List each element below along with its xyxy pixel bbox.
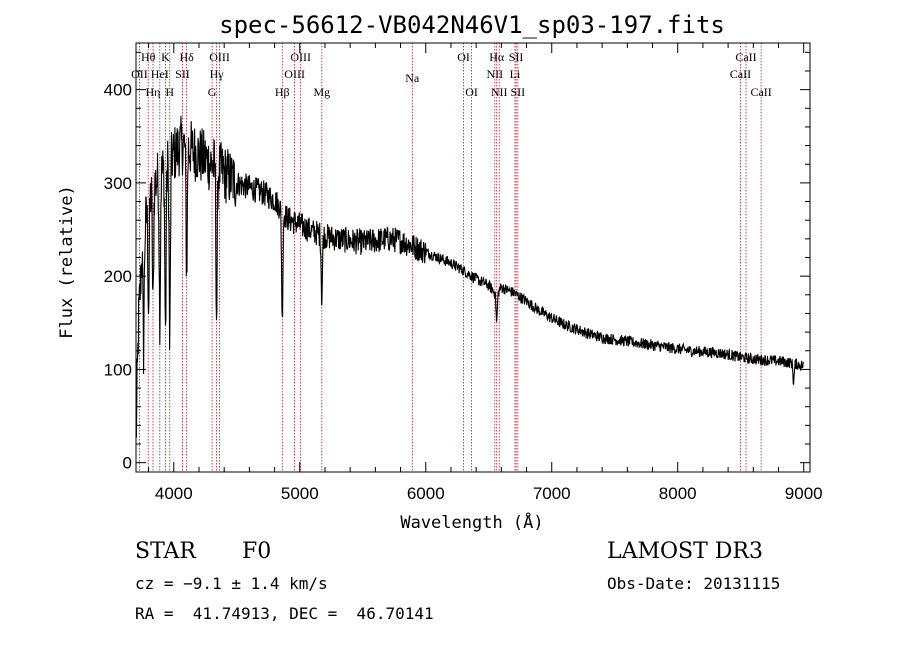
chart-title: spec-56612-VB042N46V1_sp03-197.fits [219,11,725,39]
spectral-line-label: OIII [290,50,311,64]
spectral-line-label: CaII [750,85,771,99]
spectral-line-markers [139,43,762,472]
y-axis-label: Flux (relative) [57,185,77,339]
spectral-line-label: CaII [730,67,751,81]
spectral-line-label: SII [509,50,524,64]
spectral-line-label: NII [486,67,503,81]
object-class: STAR [135,539,196,564]
spectral-line-label: Hα [489,50,505,64]
x-tick-label: 7000 [533,484,571,503]
spectral-line-label: H [165,85,174,99]
x-axis-label: Wavelength (Å) [400,511,543,533]
spectral-line-label: OI [465,85,478,99]
x-tick-label: 8000 [659,484,697,503]
spectral-line-label: G [208,85,217,99]
spectral-line-label: K [161,50,170,64]
spectral-line-label: SII [175,67,190,81]
spectral-line-label: Na [405,71,420,85]
y-tick-label: 0 [123,454,132,473]
spectral-line-labels: Hθ K Hδ OIII OIII OI Hα SII CaII OII HeI SII Hγ OIII N… [131,50,772,99]
redshift-text: cz = −9.1 ± 1.4 km/s [135,574,328,593]
spectral-line-label: Hβ [275,85,290,99]
spectral-line-label: CaII [735,50,756,64]
y-tick-label: 400 [104,81,132,100]
spectral-line-label: OIII [284,67,305,81]
spectral-line-label: OIII [209,50,230,64]
spectral-line-label: OII [131,67,148,81]
spectrum [135,115,804,438]
plot-frame [135,42,811,473]
spectral-line-label: Hη [146,85,161,99]
obs-date: Obs-Date: 20131115 [607,574,781,593]
spectral-line-label: Mg [313,85,330,99]
x-tick-label: 6000 [407,484,445,503]
x-axis-ticks: 4000 5000 6000 7000 8000 9000 [148,43,823,503]
x-tick-label: 9000 [785,484,823,503]
spectral-line-label: Hγ [210,67,225,81]
y-axis-ticks: 0 100 200 300 400 [104,51,810,473]
spectral-line-label: OI [457,50,470,64]
y-tick-label: 300 [104,174,132,193]
spectral-line-label: NII [491,85,508,99]
survey-name: LAMOST DR3 [607,539,763,564]
x-tick-label: 5000 [281,484,319,503]
x-tick-label: 4000 [155,484,193,503]
y-tick-label: 200 [104,267,132,286]
spectral-line-label: Hθ [141,50,156,64]
spectral-line-label: Li [510,67,521,81]
spectral-line-label: Hδ [179,50,194,64]
y-tick-label: 100 [104,360,132,379]
spectrum-line [135,115,804,438]
object-subclass: F0 [242,539,272,564]
spectral-line-label: HeI [151,67,169,81]
spectral-line-label: SII [511,85,526,99]
coordinates-text: RA = 41.74913, DEC = 46.70141 [135,604,434,623]
